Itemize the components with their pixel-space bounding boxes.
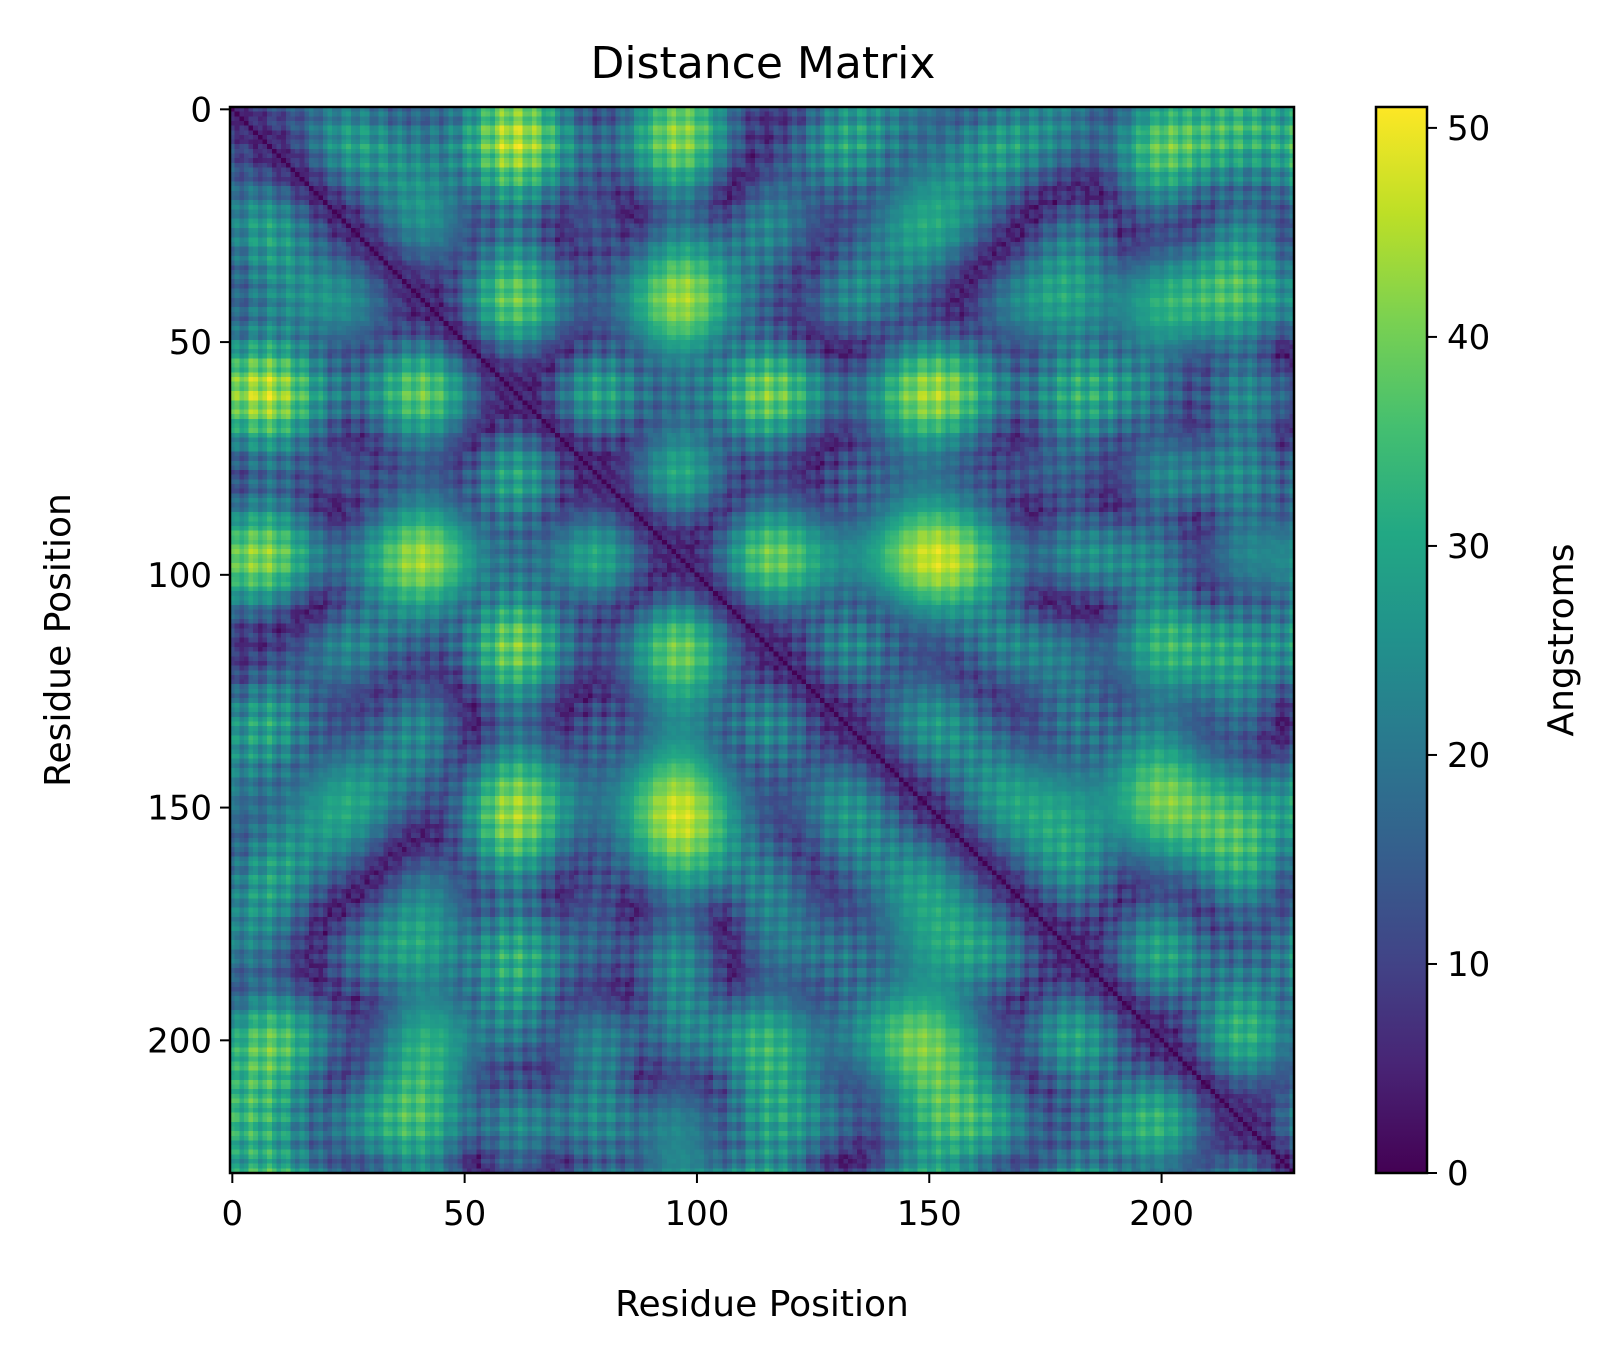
y-axis-ticks: 0 50 100 150 200 bbox=[147, 90, 230, 1061]
colorbar-tick-label: 50 bbox=[1447, 109, 1490, 149]
y-tick-label: 50 bbox=[169, 323, 212, 363]
colorbar-tick-label: 0 bbox=[1447, 1154, 1469, 1194]
colorbar bbox=[1374, 105, 1429, 1175]
heatmap-cells bbox=[230, 107, 1294, 1173]
colorbar-tick-label: 30 bbox=[1447, 527, 1490, 567]
y-tick-label: 150 bbox=[147, 789, 212, 829]
x-axis-label: Residue Position bbox=[615, 1284, 909, 1325]
colorbar-tick-label: 40 bbox=[1447, 318, 1490, 358]
y-axis-label: Residue Position bbox=[38, 493, 79, 787]
colorbar-tick-label: 10 bbox=[1447, 945, 1490, 985]
x-tick-label: 0 bbox=[222, 1194, 244, 1234]
heatmap-plot-area bbox=[230, 107, 1294, 1173]
colorbar-tick-label: 20 bbox=[1447, 736, 1490, 776]
x-tick-label: 150 bbox=[897, 1194, 962, 1234]
chart-title: Distance Matrix bbox=[591, 38, 936, 89]
plot-frame bbox=[228, 105, 1296, 1175]
y-tick-label: 200 bbox=[147, 1021, 212, 1061]
x-axis-ticks: 0 50 100 150 200 bbox=[222, 1173, 1194, 1234]
x-tick-label: 200 bbox=[1129, 1194, 1194, 1234]
y-tick-label: 0 bbox=[190, 90, 212, 130]
x-tick-label: 100 bbox=[664, 1194, 729, 1234]
colorbar-ticks: 0 10 20 30 40 50 bbox=[1427, 109, 1490, 1194]
colorbar-label: Angstroms bbox=[1541, 543, 1582, 736]
x-tick-label: 50 bbox=[443, 1194, 486, 1234]
y-tick-label: 100 bbox=[147, 556, 212, 596]
